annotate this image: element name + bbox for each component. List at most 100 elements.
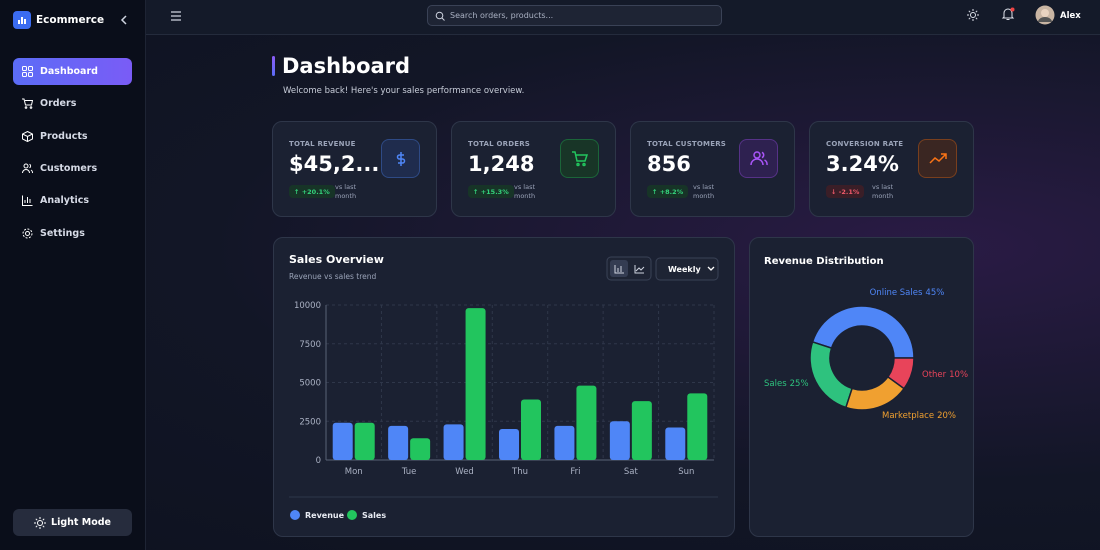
topbar: Search orders, products... Alex — [146, 0, 1100, 35]
avatar[interactable] — [1035, 5, 1055, 25]
sales-card: Sales Overview Revenue vs sales trend We… — [273, 237, 735, 537]
search-icon — [435, 11, 445, 21]
kpi-note: vs last month — [693, 183, 715, 200]
kpi-icon — [381, 139, 420, 178]
kpi-label: CONVERSION RATE — [826, 140, 904, 148]
bar — [443, 424, 464, 460]
bar-type-button[interactable] — [610, 260, 628, 277]
bar — [465, 308, 486, 460]
bar — [388, 425, 409, 460]
doughnut-segment — [886, 357, 915, 390]
nav-item[interactable]: Settings — [13, 220, 132, 247]
kpi-card: TOTAL CUSTOMERS 856 ↑ +8.2% vs last month — [630, 121, 795, 217]
nav-item[interactable]: Orders — [13, 90, 132, 117]
brand-name: Ecommerce — [36, 14, 105, 26]
y-tick-label: 7500 — [299, 340, 321, 350]
kpi-change: ↑ +15.3% — [468, 185, 514, 198]
nav-icon — [22, 130, 33, 142]
segment-name: Marketplace — [882, 411, 934, 421]
search-placeholder: Search orders, products... — [450, 11, 554, 20]
sales-chart: Sales Overview Revenue vs sales trend We… — [289, 253, 719, 520]
brand-logo — [13, 11, 31, 29]
nav-label: Products — [40, 130, 88, 142]
kpi-icon — [918, 139, 957, 178]
notifications[interactable] — [1001, 7, 1015, 21]
legend-label: Revenue — [305, 511, 345, 520]
bar-icon — [614, 265, 624, 274]
segment-name: Other — [922, 370, 947, 380]
kpi-change: ↓ -2.1% — [826, 185, 865, 198]
x-tick-label: Tue — [401, 467, 417, 477]
legend-swatch — [347, 510, 357, 520]
bar — [499, 429, 519, 460]
nav-item[interactable]: Products — [13, 123, 132, 150]
segment-label: Sales 25% — [764, 379, 809, 389]
select-caret — [707, 266, 715, 271]
segment-value: 20% — [937, 411, 956, 421]
doughnut-segment — [811, 305, 915, 359]
x-tick-label: Wed — [455, 467, 474, 477]
collapse-button[interactable] — [119, 14, 129, 26]
x-tick-label: Thu — [511, 467, 528, 477]
legend-label: Sales — [362, 511, 386, 520]
period-select[interactable] — [655, 257, 719, 281]
menu-button[interactable] — [170, 10, 182, 22]
nav-icon — [22, 163, 33, 173]
nav-item[interactable]: Customers — [13, 155, 132, 182]
segment-label: Marketplace 20% — [882, 411, 956, 421]
segment-name: Sales — [764, 379, 787, 389]
kpi-glyph — [749, 150, 768, 165]
bar — [631, 401, 652, 460]
bar — [554, 425, 575, 460]
kpi-label: TOTAL ORDERS — [468, 140, 531, 148]
x-tick-label: Sat — [624, 467, 639, 477]
kpi-note: vs last month — [514, 183, 536, 200]
bar — [410, 438, 431, 460]
bar — [665, 427, 686, 460]
theme-button[interactable]: Light Mode — [13, 509, 132, 536]
nav-icon — [22, 66, 33, 77]
chart-subtitle: Revenue vs sales trend — [289, 272, 376, 281]
line-type-button[interactable] — [634, 265, 645, 274]
kpi-value: $45,2... — [289, 152, 380, 176]
nav-icon — [22, 98, 33, 110]
kpi-glyph — [396, 151, 405, 166]
chart-title: Revenue Distribution — [764, 256, 884, 267]
segment-value: 10% — [949, 370, 968, 380]
segment-label: Other 10% — [922, 370, 968, 380]
search-box[interactable]: Search orders, products... — [427, 5, 722, 26]
kpi-note: vs last month — [872, 183, 894, 200]
bar — [354, 422, 375, 460]
nav-label: Orders — [40, 98, 77, 110]
theme-toggle[interactable] — [967, 9, 979, 21]
kpi-glyph — [571, 150, 588, 166]
x-tick-label: Fri — [570, 467, 580, 477]
x-tick-label: Sun — [678, 467, 694, 477]
kpi-note: vs last month — [335, 183, 357, 200]
bar — [521, 399, 541, 460]
sun-icon — [34, 516, 47, 529]
kpi-value: 856 — [647, 152, 691, 176]
segment-value: 25% — [790, 379, 809, 389]
bar — [687, 393, 708, 460]
nav-label: Analytics — [40, 195, 90, 207]
kpi-change: ↑ +8.2% — [647, 185, 689, 198]
theme-label: Light Mode — [51, 517, 111, 528]
nav-item[interactable]: Analytics — [13, 187, 132, 214]
kpi-card: CONVERSION RATE 3.24% ↓ -2.1% vs last month — [809, 121, 974, 217]
page-title: Dashboard — [282, 54, 411, 78]
kpi-card: TOTAL REVENUE $45,2... ↑ +20.1% vs last mon… — [272, 121, 437, 217]
nav-icon — [22, 195, 33, 207]
sidebar: Ecommerce Dashboard Orders Products Custome… — [0, 0, 146, 550]
x-tick-label: Mon — [345, 467, 363, 477]
legend-swatch — [290, 510, 300, 520]
kpi-change: ↑ +20.1% — [289, 185, 335, 198]
doughnut-segment — [809, 340, 854, 409]
page-subtitle: Welcome back! Here's your sales performa… — [283, 86, 525, 96]
nav-item[interactable]: Dashboard — [13, 58, 132, 85]
kpi-card: TOTAL ORDERS 1,248 ↑ +15.3% vs last month — [451, 121, 616, 217]
kpi-value: 3.24% — [826, 152, 899, 176]
segment-name: Online Sales — [870, 288, 923, 298]
bar — [609, 421, 630, 460]
